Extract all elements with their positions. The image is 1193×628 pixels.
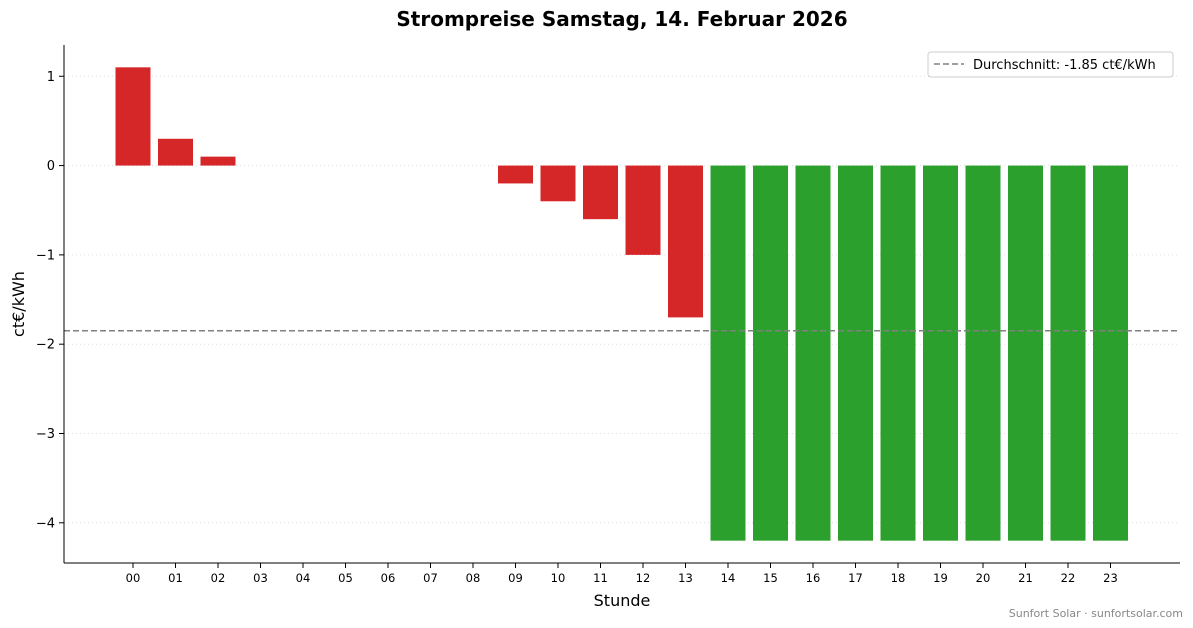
bar-hour-11 [583,165,618,220]
x-tick-label: 02 [211,571,226,585]
x-tick-label: 20 [976,571,991,585]
x-tick-label: 01 [168,571,183,585]
x-tick-label: 09 [508,571,523,585]
x-tick-label: 22 [1061,571,1076,585]
bar-hour-22 [1050,165,1086,541]
y-tick-label: 1 [47,70,55,85]
y-axis-label: ct€/kWh [9,271,28,337]
x-ticks: 00 01 02 03 04 05 06 07 08 09 10 11 12 13 14 15 16 17 18 19… [126,563,1118,585]
legend-label: Durchschnitt: -1.85 ct€/kWh [973,58,1156,73]
bar-hour-20 [965,165,1001,541]
footer-credit: Sunfort Solar · sunfortsolar.com [1009,607,1183,620]
y-tick-label: 0 [47,159,55,174]
x-tick-label: 23 [1103,571,1118,585]
x-tick-label: 16 [806,571,821,585]
y-tick-label: −4 [36,516,55,531]
bar-series [115,67,1128,541]
bar-hour-23 [1093,165,1128,541]
x-tick-label: 15 [763,571,778,585]
x-tick-label: 19 [933,571,948,585]
y-tick-label: −3 [36,427,55,442]
axes [63,45,1180,564]
bar-hour-14 [710,165,746,541]
bar-hour-12 [625,165,661,255]
bar-hour-01 [158,138,193,166]
x-tick-label: 13 [678,571,693,585]
y-ticks: 1 0 −1 −2 −3 −4 [36,70,64,531]
legend: Durchschnitt: -1.85 ct€/kWh [927,51,1174,78]
bar-hour-21 [1008,165,1043,541]
y-tick-label: −1 [36,248,55,263]
bar-hour-18 [880,165,916,541]
x-tick-label: 06 [381,571,396,585]
x-tick-label: 14 [721,571,736,585]
x-tick-label: 12 [636,571,651,585]
y-tick-label: −2 [36,338,55,353]
x-axis-label: Stunde [594,591,651,610]
x-tick-label: 08 [466,571,481,585]
bar-hour-17 [838,165,873,541]
chart-title: Strompreise Samstag, 14. Februar 2026 [396,7,847,31]
x-tick-label: 10 [551,571,566,585]
x-tick-label: 11 [593,571,608,585]
x-tick-label: 05 [338,571,353,585]
bar-hour-09 [498,165,533,184]
bar-hour-19 [923,165,958,541]
x-tick-label: 21 [1018,571,1033,585]
bar-hour-15 [753,165,788,541]
bar-hour-10 [540,165,576,202]
x-tick-label: 00 [126,571,141,585]
bar-hour-02 [200,156,236,166]
x-tick-label: 17 [848,571,863,585]
x-tick-label: 18 [891,571,906,585]
legend-box [927,51,1174,78]
bar-hour-13 [668,165,703,318]
bar-hour-00 [115,67,151,166]
x-tick-label: 04 [296,571,311,585]
x-tick-label: 03 [253,571,268,585]
x-tick-label: 07 [423,571,438,585]
bar-hour-16 [795,165,831,541]
